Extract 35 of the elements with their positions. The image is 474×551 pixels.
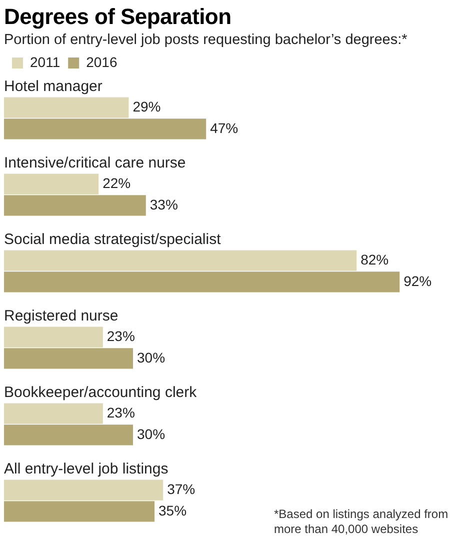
annotation: *Based on listings analyzed from more than 40,000 websites	[274, 507, 450, 537]
chart-title: Degrees of Separation	[3, 3, 232, 30]
bar	[4, 326, 103, 348]
bar	[4, 480, 164, 500]
y-tick-label: Hotel manager	[4, 78, 102, 95]
chart-subtitle: Portion of entry-level job posts requesting bachelor’s degrees:*	[3, 31, 408, 48]
data-label: 30%	[137, 349, 166, 366]
bar	[4, 118, 206, 140]
bar	[4, 250, 357, 271]
bar	[4, 97, 129, 118]
bar	[4, 195, 146, 216]
bar	[4, 403, 103, 424]
legend-label: 2011	[30, 54, 60, 70]
bar	[4, 424, 133, 446]
data-label: 30%	[137, 426, 166, 442]
data-label: 47%	[210, 120, 238, 136]
y-tick-label: Bookkeeper/accounting clerk	[4, 384, 198, 401]
data-label: 37%	[167, 480, 196, 497]
bar	[4, 501, 154, 522]
data-label: 33%	[150, 196, 178, 212]
data-label: 22%	[102, 174, 131, 191]
bar	[4, 174, 99, 194]
y-tick-label: All entry-level job listings	[4, 460, 168, 478]
legend-label: 2016	[86, 54, 118, 70]
data-label: 35%	[158, 502, 187, 518]
data-label: 23%	[106, 328, 135, 344]
y-tick-label: Intensive/critical care nurse	[4, 154, 186, 172]
y-tick-label: Registered nurse	[4, 307, 118, 324]
y-tick-label: Social media strategist/specialist	[4, 230, 222, 248]
data-label: 23%	[106, 404, 135, 420]
bar	[4, 348, 133, 369]
data-label: 82%	[360, 251, 389, 268]
bar	[4, 272, 400, 292]
data-label: 29%	[132, 98, 161, 114]
data-label: 92%	[404, 272, 432, 289]
